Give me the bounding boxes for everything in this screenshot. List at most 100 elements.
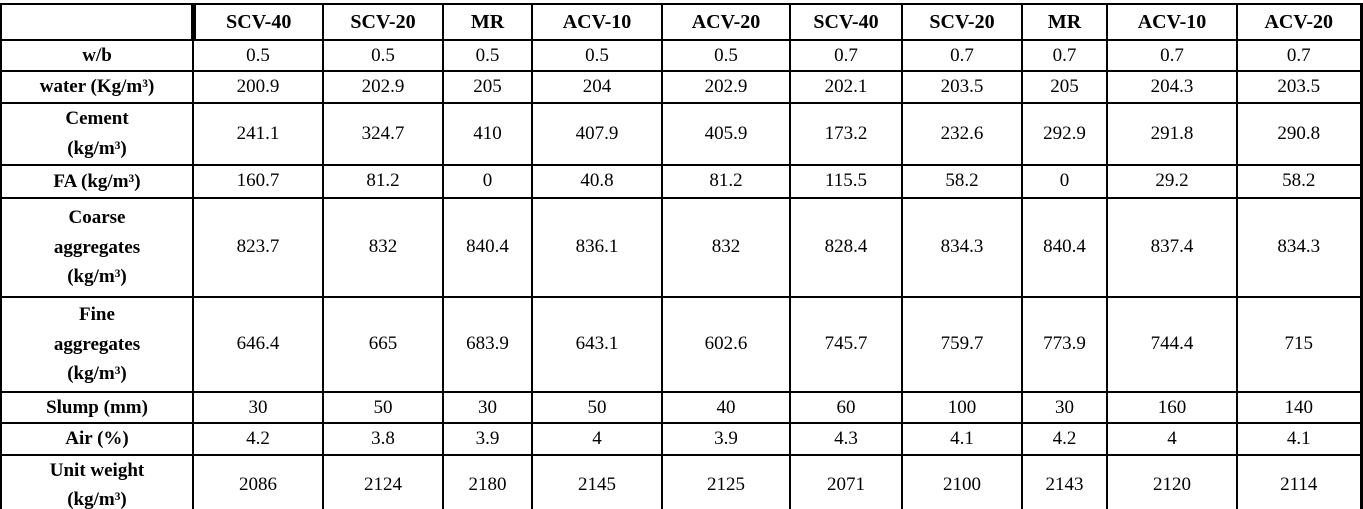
table-cell: 203.5 xyxy=(901,70,1023,104)
table-cell: 0 xyxy=(442,163,533,199)
column-header-acv-20-b: ACV-20 xyxy=(1236,3,1363,41)
column-header-scv-20-a: SCV-20 xyxy=(322,3,444,41)
table-cell: 745.7 xyxy=(789,295,903,393)
table-cell: 3.9 xyxy=(442,422,533,456)
table-cell: 0.7 xyxy=(901,38,1023,73)
table-row-unit-weight: Unit weight (kg/m³) 2086 2124 2180 2145 2125 2… xyxy=(0,453,1363,509)
table-cell: 828.4 xyxy=(789,196,903,298)
row-header-fine-aggregates: Fine aggregates (kg/m³) xyxy=(0,295,194,393)
table-row-fine-aggregates: Fine aggregates (kg/m³) 646.4 665 683.9 643.… xyxy=(0,295,1363,393)
table-cell: 836.1 xyxy=(531,196,663,298)
table-cell: 3.8 xyxy=(322,422,444,456)
row-header-slump: Slump (mm) xyxy=(0,390,194,425)
table-cell: 832 xyxy=(322,196,444,298)
table-cell: 115.5 xyxy=(789,163,903,199)
table-cell: 204.3 xyxy=(1106,70,1238,104)
column-header-scv-40-a: SCV-40 xyxy=(190,3,324,41)
table-cell: 58.2 xyxy=(901,163,1023,199)
mix-proportions-table: SCV-40 SCV-20 MR ACV-10 ACV-20 SCV-40 SC… xyxy=(0,3,1363,509)
table-cell: 81.2 xyxy=(322,163,444,199)
table-row-slump: Slump (mm) 30 50 30 50 40 60 100 30 160 140 xyxy=(0,390,1363,425)
table-cell: 160.7 xyxy=(192,163,324,199)
table-cell: 4 xyxy=(1106,422,1238,456)
table-cell: 834.3 xyxy=(901,196,1023,298)
row-header-unit-weight: Unit weight (kg/m³) xyxy=(0,453,194,509)
table-cell: 4.3 xyxy=(789,422,903,456)
table-row-coarse-aggregates: Coarse aggregates (kg/m³) 823.7 832 840.4 83… xyxy=(0,196,1363,298)
table-cell: 840.4 xyxy=(1021,196,1108,298)
row-header-cement: Cement (kg/m³) xyxy=(0,101,194,166)
table-cell: 100 xyxy=(901,390,1023,425)
table-cell: 2086 xyxy=(192,453,324,509)
table-cell: 4.1 xyxy=(901,422,1023,456)
table-cell: 205 xyxy=(1021,70,1108,104)
table-cell: 832 xyxy=(661,196,791,298)
table-cell: 241.1 xyxy=(192,101,324,166)
table-cell: 58.2 xyxy=(1236,163,1363,199)
table-cell: 4.2 xyxy=(1021,422,1108,456)
table-cell: 30 xyxy=(192,390,324,425)
table-cell: 2124 xyxy=(322,453,444,509)
table-cell: 2143 xyxy=(1021,453,1108,509)
header-row: SCV-40 SCV-20 MR ACV-10 ACV-20 SCV-40 SC… xyxy=(0,3,1363,41)
table-cell: 0.5 xyxy=(661,38,791,73)
row-header-wb: w/b xyxy=(0,38,194,73)
table-cell: 2100 xyxy=(901,453,1023,509)
table-cell: 715 xyxy=(1236,295,1363,393)
row-header-air: Air (%) xyxy=(0,422,194,456)
table-cell: 204 xyxy=(531,70,663,104)
table-cell: 40.8 xyxy=(531,163,663,199)
row-header-fa: FA (kg/m³) xyxy=(0,163,194,199)
table-cell: 3.9 xyxy=(661,422,791,456)
table-cell: 759.7 xyxy=(901,295,1023,393)
table-cell: 205 xyxy=(442,70,533,104)
table-cell: 0.7 xyxy=(1021,38,1108,73)
table-cell: 50 xyxy=(322,390,444,425)
table-cell: 173.2 xyxy=(789,101,903,166)
table-cell: 60 xyxy=(789,390,903,425)
table-cell: 840.4 xyxy=(442,196,533,298)
table-cell: 4.2 xyxy=(192,422,324,456)
table-cell: 823.7 xyxy=(192,196,324,298)
table-cell: 0.7 xyxy=(789,38,903,73)
table-cell: 4 xyxy=(531,422,663,456)
table-cell: 202.9 xyxy=(322,70,444,104)
table-cell: 744.4 xyxy=(1106,295,1238,393)
row-header-water: water (Kg/m³) xyxy=(0,70,194,104)
column-header-scv-20-b: SCV-20 xyxy=(901,3,1023,41)
table-cell: 29.2 xyxy=(1106,163,1238,199)
table-cell: 4.1 xyxy=(1236,422,1363,456)
table-row-wb: w/b 0.5 0.5 0.5 0.5 0.5 0.7 0.7 0.7 0.7 0.7 xyxy=(0,38,1363,73)
table-cell: 0.7 xyxy=(1106,38,1238,73)
table-cell: 2180 xyxy=(442,453,533,509)
column-header-scv-40-b: SCV-40 xyxy=(789,3,903,41)
table-cell: 0.5 xyxy=(322,38,444,73)
table-cell: 30 xyxy=(442,390,533,425)
table-cell: 30 xyxy=(1021,390,1108,425)
table-cell: 50 xyxy=(531,390,663,425)
table-cell: 202.9 xyxy=(661,70,791,104)
table-cell: 837.4 xyxy=(1106,196,1238,298)
table-cell: 203.5 xyxy=(1236,70,1363,104)
table-cell: 232.6 xyxy=(901,101,1023,166)
table-cell: 2125 xyxy=(661,453,791,509)
table-row-fa: FA (kg/m³) 160.7 81.2 0 40.8 81.2 115.5 58.2 0 29… xyxy=(0,163,1363,199)
table-cell: 773.9 xyxy=(1021,295,1108,393)
column-header-acv-10-a: ACV-10 xyxy=(531,3,663,41)
table-cell: 0.5 xyxy=(442,38,533,73)
column-header-acv-10-b: ACV-10 xyxy=(1106,3,1238,41)
table-cell: 665 xyxy=(322,295,444,393)
table-cell: 0.5 xyxy=(531,38,663,73)
table-cell: 81.2 xyxy=(661,163,791,199)
table-cell: 2071 xyxy=(789,453,903,509)
column-header-mr-b: MR xyxy=(1021,3,1108,41)
table-cell: 0.5 xyxy=(192,38,324,73)
table-cell: 160 xyxy=(1106,390,1238,425)
table-cell: 602.6 xyxy=(661,295,791,393)
table-cell: 407.9 xyxy=(531,101,663,166)
table-cell: 292.9 xyxy=(1021,101,1108,166)
corner-cell xyxy=(0,3,194,41)
table-cell: 2145 xyxy=(531,453,663,509)
table-cell: 291.8 xyxy=(1106,101,1238,166)
